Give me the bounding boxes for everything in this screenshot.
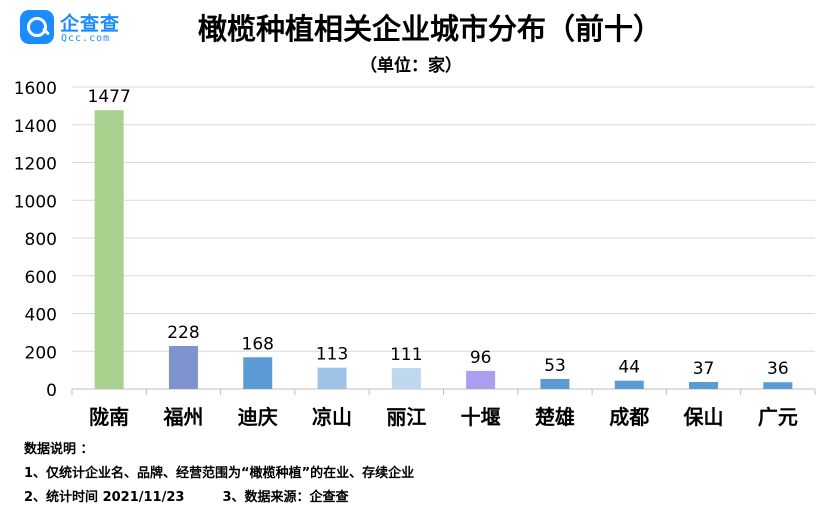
x-tick-label: 成都: [609, 405, 649, 429]
y-tick-label: 800: [25, 230, 57, 250]
bar: [763, 382, 793, 389]
bar: [317, 367, 347, 389]
y-tick-label: 200: [25, 343, 57, 363]
y-tick-label: 1400: [14, 117, 57, 137]
magnifier-logo-icon: [20, 10, 54, 44]
data-label: 1477: [88, 87, 131, 107]
data-label: 113: [316, 345, 348, 365]
data-label: 96: [470, 348, 492, 368]
notes-line-1: 1、仅统计企业名、品牌、经营范围为“橄榄种植”的在业、存续企业: [24, 466, 415, 481]
x-tick-label: 陇南: [89, 405, 129, 429]
bar: [614, 380, 644, 389]
chart-title: 橄榄种植相关企业城市分布（前十）: [197, 12, 662, 46]
data-label: 36: [767, 359, 789, 379]
data-label: 228: [167, 323, 199, 343]
x-tick-label: 福州: [162, 405, 203, 429]
data-label: 168: [242, 334, 274, 354]
bar: [391, 368, 421, 389]
x-tick-label: 楚雄: [535, 405, 575, 429]
x-tick-label: 凉山: [312, 405, 352, 429]
bar: [466, 370, 496, 389]
x-tick-label: 迪庆: [238, 405, 278, 429]
bar: [94, 110, 124, 389]
y-tick-label: 400: [25, 306, 57, 326]
y-tick-label: 1200: [14, 155, 57, 175]
brand-name: 企查查: [60, 13, 121, 35]
bar: [689, 382, 719, 389]
y-tick-label: 600: [25, 268, 57, 288]
brand-logo: 企查查 Qcc.com: [20, 8, 130, 50]
x-tick-label: 保山: [683, 405, 724, 429]
data-label: 53: [544, 356, 566, 376]
brand-domain: Qcc.com: [61, 33, 111, 44]
x-tick-label: 丽江: [386, 405, 426, 429]
data-notes: 数据说明 ： 1、仅统计企业名、品牌、经营范围为“橄榄种植”的在业、存续企业 2…: [24, 438, 414, 510]
y-tick-label: 0: [46, 381, 57, 401]
x-tick-label: 十堰: [461, 405, 501, 429]
chart-subtitle: （单位：家）: [360, 56, 462, 76]
notes-source: 3、数据来源：企查查: [222, 490, 349, 505]
bar: [168, 345, 198, 389]
y-tick-label: 1600: [14, 79, 57, 99]
y-tick-label: 1000: [14, 192, 57, 212]
bar: [243, 357, 273, 389]
notes-stat-date: 2、统计时间 2021/11/23: [24, 490, 185, 505]
x-tick-label: 广元: [758, 405, 798, 429]
bar: [540, 378, 570, 389]
data-label: 44: [618, 358, 640, 378]
notes-heading: 数据说明 ：: [24, 442, 94, 457]
data-label: 37: [693, 359, 715, 379]
notes-line-2: 2、统计时间 2021/11/23 3、数据来源：企查查: [24, 486, 414, 510]
data-label: 111: [390, 345, 422, 365]
